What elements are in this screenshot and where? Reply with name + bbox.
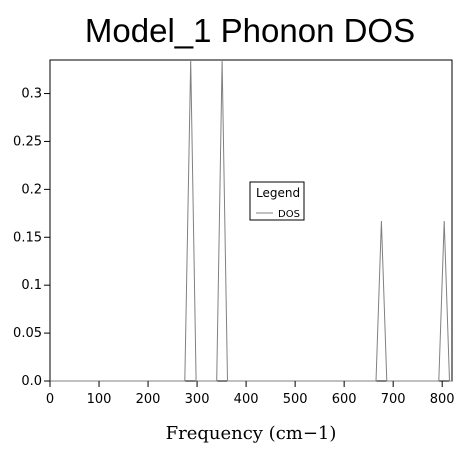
series-line-0 xyxy=(50,59,452,382)
legend-entry-dos: DOS xyxy=(278,209,300,220)
legend: Legend DOS xyxy=(249,181,305,221)
y-tick-label: 0.05 xyxy=(13,326,42,341)
legend-title: Legend xyxy=(256,186,300,200)
x-tick-label: 500 xyxy=(283,392,308,407)
x-axis-label: Frequency (cm−1) xyxy=(166,423,337,444)
y-tick-label: 0.0 xyxy=(21,374,42,389)
y-tick-label: 0.2 xyxy=(21,182,42,197)
x-axis: 0 100 200 300 400 500 600 700 800 xyxy=(46,381,455,407)
x-tick-label: 700 xyxy=(381,392,406,407)
y-axis: 0.0 0.05 0.1 0.15 0.2 0.25 0.3 xyxy=(13,87,50,389)
x-tick-label: 0 xyxy=(46,392,54,407)
y-tick-label: 0.25 xyxy=(13,134,42,149)
legend-box xyxy=(249,181,305,221)
y-tick-label: 0.1 xyxy=(21,278,42,293)
plot-area xyxy=(49,59,453,382)
x-tick-label: 600 xyxy=(332,392,357,407)
x-tick-label: 300 xyxy=(185,392,210,407)
x-tick-label: 800 xyxy=(430,392,455,407)
x-tick-label: 200 xyxy=(136,392,161,407)
y-tick-label: 0.3 xyxy=(21,87,42,102)
x-tick-label: 100 xyxy=(87,392,112,407)
x-tick-label: 400 xyxy=(234,392,259,407)
y-tick-label: 0.15 xyxy=(13,230,42,245)
chart-title: Model_1 Phonon DOS xyxy=(85,12,415,49)
